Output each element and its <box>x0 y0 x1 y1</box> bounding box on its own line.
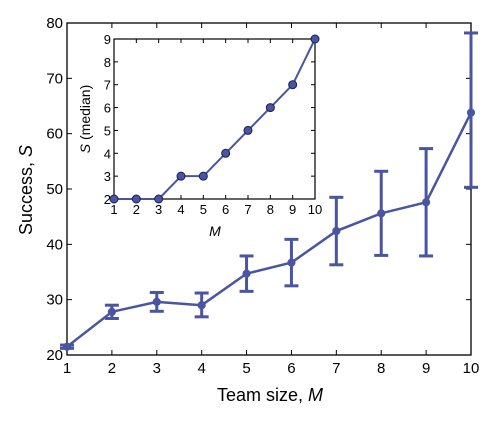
main-x-tick-label: 7 <box>332 360 340 377</box>
inset-data-point <box>176 171 186 181</box>
inset-x-tick-label: 5 <box>200 202 207 217</box>
inset-x-tick-label: 6 <box>222 202 229 217</box>
inset-x-tick-label: 9 <box>289 202 296 217</box>
inset-x-tick-label: 3 <box>155 202 162 217</box>
data-point <box>332 226 341 236</box>
inset-y-axis-label: S (median) <box>77 85 93 153</box>
inset-y-tick-label: 8 <box>104 55 111 70</box>
inset-data-point <box>109 194 119 204</box>
inset-data-point <box>131 194 141 204</box>
inset-y-tick-label: 2 <box>104 192 111 207</box>
main-y-tick-label: 30 <box>46 292 63 309</box>
main-y-tick-label: 20 <box>46 347 63 364</box>
inset-series <box>109 34 320 204</box>
data-point <box>107 307 116 316</box>
inset-y-tick-label: 6 <box>104 101 111 116</box>
data-point <box>287 258 296 267</box>
main-series <box>60 31 478 351</box>
inset-x-axis-label: M <box>209 223 221 239</box>
main-x-tick-label: 6 <box>287 360 295 377</box>
inset-y-tick-label: 3 <box>104 169 111 184</box>
inset-data-point <box>243 125 253 135</box>
main-x-axis-label: Team size, M <box>217 385 323 405</box>
inset-y-tick-label: 9 <box>104 32 111 47</box>
data-point <box>466 108 476 117</box>
data-point <box>152 297 161 306</box>
inset-data-point <box>154 194 164 204</box>
inset-plot-area <box>113 38 316 200</box>
main-x-tick-label: 3 <box>153 360 161 377</box>
main-y-axis-label: Success, S <box>16 145 36 235</box>
inset-series-line <box>114 38 316 200</box>
main-x-tick-label: 4 <box>197 360 205 377</box>
inset-x-tick-label: 10 <box>308 202 322 217</box>
inset-x-tick-label: 4 <box>177 202 184 217</box>
main-x-tick-label: 8 <box>377 360 385 377</box>
inset-data-point <box>221 148 231 158</box>
inset-x-tick-label: 8 <box>267 202 274 217</box>
inset-x-tick-label: 7 <box>244 202 251 217</box>
main-y-tick-label: 50 <box>46 181 63 198</box>
inset-y-tick-label: 7 <box>104 78 111 93</box>
main-x-tick-label: 1 <box>63 360 71 377</box>
main-y-tick-label: 40 <box>46 236 63 253</box>
data-point <box>422 198 431 207</box>
data-point <box>377 209 386 218</box>
inset-data-point <box>288 80 298 90</box>
data-point <box>242 269 251 278</box>
main-x-tick-label: 2 <box>108 360 116 377</box>
inset-data-point <box>265 103 275 113</box>
series-line <box>66 112 473 348</box>
main-x-tick-label: 5 <box>242 360 250 377</box>
main-y-tick-label: 70 <box>46 70 63 87</box>
inset-data-point <box>198 171 208 181</box>
inset-data-point <box>310 34 320 44</box>
main-x-tick-label: 9 <box>422 360 430 377</box>
inset-y-tick-label: 4 <box>104 146 111 161</box>
inset-x-tick-label: 1 <box>110 202 117 217</box>
inset-y-tick-label: 5 <box>104 123 111 138</box>
main-y-tick-label: 60 <box>46 126 63 143</box>
data-point <box>62 342 72 351</box>
main-x-tick-label: 10 <box>463 360 480 377</box>
main-y-tick-label: 80 <box>46 15 63 32</box>
inset-x-tick-label: 2 <box>133 202 140 217</box>
data-point <box>197 301 206 310</box>
